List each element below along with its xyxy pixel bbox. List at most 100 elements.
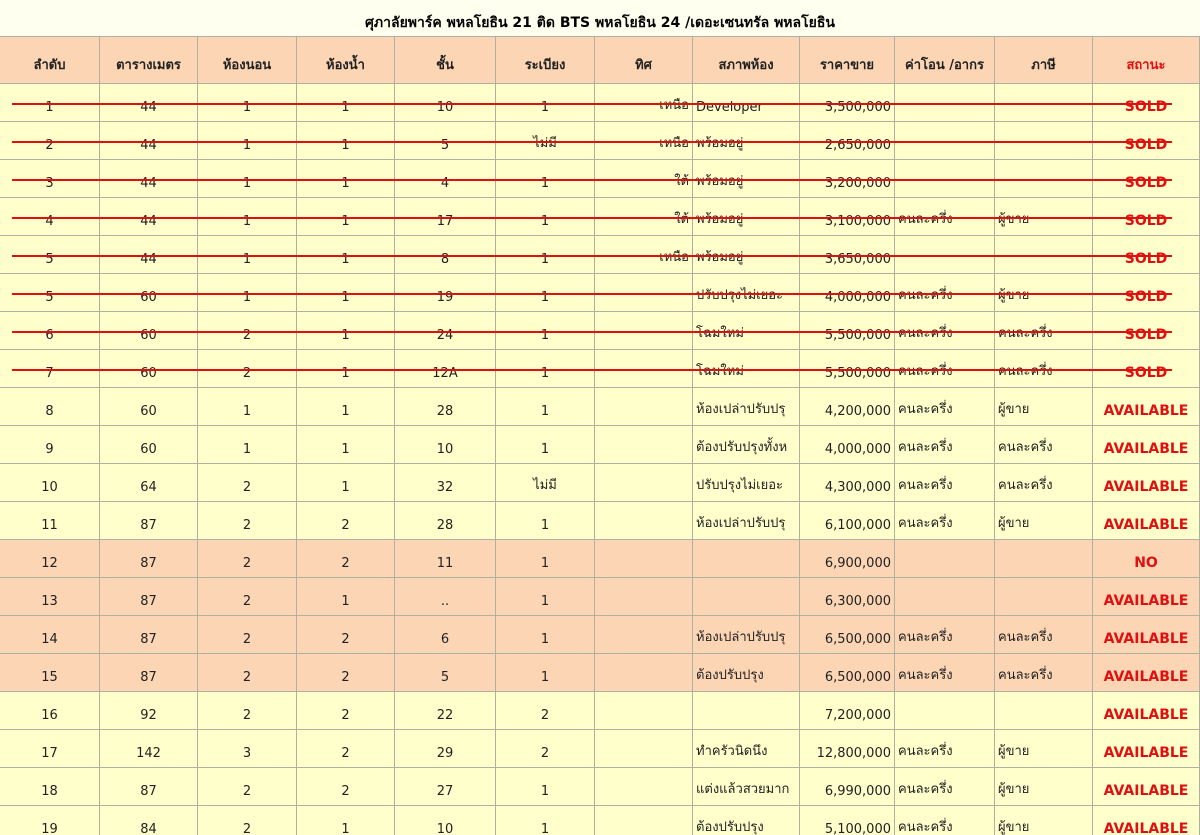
status-cell: AVAILABLE xyxy=(1093,426,1200,464)
cell: 1 xyxy=(496,426,595,464)
cell: ต้องปรับปรุงทั้งห xyxy=(693,426,800,464)
cell: คนละครึ่ง xyxy=(995,464,1093,502)
strike-line xyxy=(12,369,1172,371)
cell xyxy=(595,540,693,578)
cell: 6,990,000 xyxy=(800,768,895,806)
cell: 2 xyxy=(198,502,297,540)
cell xyxy=(895,540,995,578)
cell: 2 xyxy=(198,464,297,502)
cell: 14 xyxy=(0,616,100,654)
cell xyxy=(595,502,693,540)
cell: 92 xyxy=(100,692,198,730)
cell: 2 xyxy=(496,692,595,730)
status-cell: AVAILABLE xyxy=(1093,578,1200,616)
cell: ปรับปรุงไม่เยอะ xyxy=(693,464,800,502)
status-cell: AVAILABLE xyxy=(1093,806,1200,835)
cell xyxy=(595,616,693,654)
cell: 16 xyxy=(0,692,100,730)
column-header: ห้องนอน xyxy=(198,37,297,84)
cell xyxy=(595,654,693,692)
cell: 1 xyxy=(496,806,595,835)
cell: 19 xyxy=(0,806,100,835)
column-header: ค่าโอน /อากร xyxy=(895,37,995,84)
cell: คนละครึ่ง xyxy=(995,654,1093,692)
cell: 9 xyxy=(0,426,100,464)
cell: คนละครึ่ง xyxy=(895,806,995,835)
cell: 6,100,000 xyxy=(800,502,895,540)
status-cell: AVAILABLE xyxy=(1093,464,1200,502)
cell: 2 xyxy=(297,540,395,578)
cell: 12,800,000 xyxy=(800,730,895,768)
cell: 1 xyxy=(496,616,595,654)
cell: 2 xyxy=(198,692,297,730)
cell: 87 xyxy=(100,578,198,616)
cell: 32 xyxy=(395,464,496,502)
column-header: ระเบียง xyxy=(496,37,595,84)
cell xyxy=(693,692,800,730)
cell: .. xyxy=(395,578,496,616)
cell: 1 xyxy=(198,426,297,464)
cell: 10 xyxy=(395,426,496,464)
cell: 28 xyxy=(395,388,496,426)
cell: 7,200,000 xyxy=(800,692,895,730)
cell: 142 xyxy=(100,730,198,768)
column-header: ห้องน้ำ xyxy=(297,37,395,84)
cell: คนละครึ่ง xyxy=(895,502,995,540)
cell: 1 xyxy=(496,578,595,616)
cell: ผู้ขาย xyxy=(995,388,1093,426)
cell: 29 xyxy=(395,730,496,768)
column-header: ตารางเมตร xyxy=(100,37,198,84)
cell: 1 xyxy=(297,578,395,616)
cell: 12 xyxy=(0,540,100,578)
cell: 4,000,000 xyxy=(800,426,895,464)
cell xyxy=(693,578,800,616)
cell: คนละครึ่ง xyxy=(895,768,995,806)
cell xyxy=(995,540,1093,578)
cell: ผู้ขาย xyxy=(995,730,1093,768)
column-header: ภาษี xyxy=(995,37,1093,84)
sheet-title: ศุภาลัยพาร์ค พหลโยธิน 21 ติด BTS พหลโยธิ… xyxy=(0,0,1200,37)
cell: 2 xyxy=(198,768,297,806)
status-cell: AVAILABLE xyxy=(1093,616,1200,654)
cell xyxy=(595,464,693,502)
cell: 2 xyxy=(297,692,395,730)
cell: 6 xyxy=(395,616,496,654)
cell xyxy=(595,426,693,464)
cell: 2 xyxy=(496,730,595,768)
cell: 60 xyxy=(100,426,198,464)
cell: 5 xyxy=(395,654,496,692)
cell: 1 xyxy=(496,502,595,540)
cell: แต่งแล้วสวยมาก xyxy=(693,768,800,806)
cell xyxy=(595,768,693,806)
cell: 1 xyxy=(496,388,595,426)
cell: 2 xyxy=(198,616,297,654)
status-cell: AVAILABLE xyxy=(1093,502,1200,540)
cell: 5,100,000 xyxy=(800,806,895,835)
status-cell: AVAILABLE xyxy=(1093,730,1200,768)
cell: 11 xyxy=(0,502,100,540)
cell: 10 xyxy=(395,806,496,835)
cell: 22 xyxy=(395,692,496,730)
cell: คนละครึ่ง xyxy=(895,464,995,502)
cell: 10 xyxy=(0,464,100,502)
cell: 2 xyxy=(198,806,297,835)
cell: คนละครึ่ง xyxy=(895,654,995,692)
cell: 2 xyxy=(297,616,395,654)
cell: 87 xyxy=(100,540,198,578)
column-header: สภาพห้อง xyxy=(693,37,800,84)
cell: ผู้ขาย xyxy=(995,768,1093,806)
cell: ห้องเปล่าปรับปรุ xyxy=(693,388,800,426)
cell: 15 xyxy=(0,654,100,692)
cell xyxy=(595,578,693,616)
column-header: ลำดับ xyxy=(0,37,100,84)
cell: ทำครัวนิดนึง xyxy=(693,730,800,768)
cell: 6,900,000 xyxy=(800,540,895,578)
cell: 28 xyxy=(395,502,496,540)
cell: 8 xyxy=(0,388,100,426)
cell xyxy=(595,730,693,768)
cell: ผู้ขาย xyxy=(995,502,1093,540)
cell: คนละครึ่ง xyxy=(995,616,1093,654)
cell: 2 xyxy=(198,540,297,578)
cell: ห้องเปล่าปรับปรุ xyxy=(693,616,800,654)
cell: คนละครึ่ง xyxy=(895,426,995,464)
